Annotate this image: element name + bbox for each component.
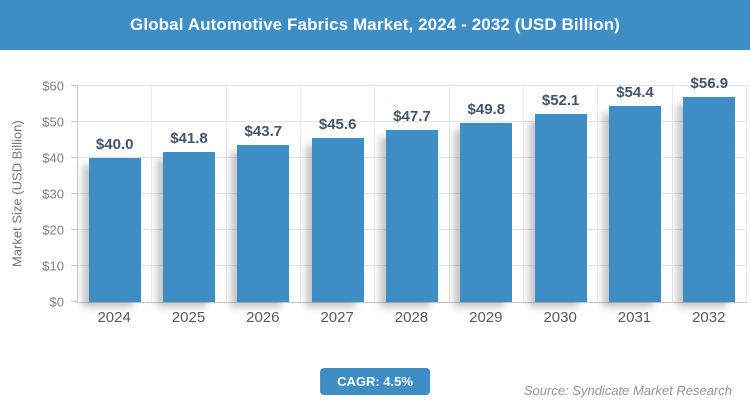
bar-value-label: $49.8: [467, 100, 506, 118]
y-tick-mark: [71, 265, 78, 267]
y-tick-mark: [71, 301, 78, 302]
bar-column-2031: $54.4: [598, 84, 673, 302]
y-tick-label: $10: [42, 258, 64, 274]
y-tick-mark: [71, 193, 78, 194]
x-axis-label-2026: 2026: [246, 309, 280, 326]
bar-2029: [460, 122, 513, 302]
bar-value-label: $41.8: [170, 129, 208, 147]
y-tick-label: $60: [42, 78, 64, 94]
bar-column-2028: $47.7: [375, 86, 450, 302]
y-tick-label: $50: [42, 114, 64, 130]
bar-value-label: $56.9: [690, 75, 729, 93]
source-text: Source: Syndicate Market Research: [523, 383, 732, 398]
y-tick-mark: [71, 229, 78, 231]
y-tick-mark: [71, 121, 78, 122]
bar-column-2032: $56.9: [673, 75, 747, 302]
y-tick-label: $20: [42, 222, 64, 238]
bar-2025: [162, 151, 215, 302]
y-tick-mark: [71, 157, 78, 159]
plot-area: $40.0 $41.8 $43.7 $45.6 $47.7 $49.8 $52.1 $54.4…: [71, 75, 747, 303]
bar-value-label: $54.4: [616, 84, 654, 102]
bar-value-label: $43.7: [244, 122, 283, 140]
x-axis-label-2029: 2029: [469, 309, 503, 326]
x-axis-labels: 2024 2025 2026 2027 2028 2029 2030 2031 2032: [77, 309, 746, 333]
x-axis-label-2027: 2027: [320, 309, 354, 326]
bar-2024: [88, 158, 141, 302]
bar-2032: [683, 97, 736, 302]
chart-title-bar: Global Automotive Fabrics Market, 2024 -…: [0, 0, 750, 50]
bar-value-label: $40.0: [95, 136, 134, 153]
x-axis-label-2028: 2028: [394, 309, 429, 326]
y-tick-label: $40: [42, 150, 64, 166]
bar-value-label: $45.6: [318, 115, 357, 133]
bar-2026: [237, 144, 290, 302]
x-axis-label-2031: 2031: [617, 309, 652, 326]
y-axis-ticks: $0 $10 $20 $30 $40 $50 $60: [0, 79, 64, 310]
y-tick-mark: [71, 85, 78, 86]
bar-column-2027: $45.6: [301, 86, 376, 302]
bar-column-2029: $49.8: [450, 86, 524, 302]
bar-column-2024: $40.0: [78, 86, 153, 302]
x-axis-label-2030: 2030: [543, 309, 577, 326]
bar-2028: [385, 130, 438, 302]
y-tick-label: $0: [49, 294, 64, 310]
bar-2030: [534, 114, 587, 302]
bar-column-2030: $52.1: [524, 86, 599, 302]
bar-column-2026: $43.7: [227, 86, 301, 302]
bar-2031: [608, 106, 661, 302]
bar-columns: $40.0 $41.8 $43.7 $45.6 $47.7 $49.8 $52.1 $54.4…: [78, 75, 747, 302]
gridline: [78, 121, 747, 122]
y-tick-label: $30: [42, 186, 64, 202]
gridline: [78, 85, 747, 86]
bar-2027: [311, 137, 364, 302]
x-axis-label-2025: 2025: [171, 309, 206, 326]
x-axis-label-2024: 2024: [97, 309, 131, 326]
chart-title: Global Automotive Fabrics Market, 2024 -…: [130, 15, 620, 34]
bar-column-2025: $41.8: [152, 86, 227, 302]
bar-value-label: $47.7: [393, 108, 431, 126]
cagr-badge: CAGR: 4.5%: [320, 368, 430, 395]
bar-value-label: $52.1: [541, 92, 580, 110]
x-axis-label-2032: 2032: [692, 309, 726, 326]
